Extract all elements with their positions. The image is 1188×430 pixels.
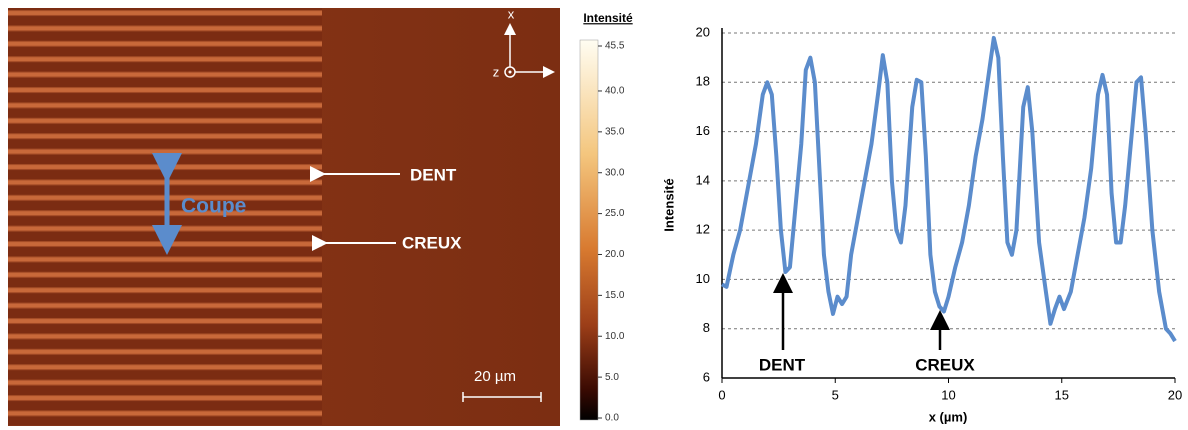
colorbar-tick-label: 40.0 — [605, 86, 625, 97]
y-tick-label: 14 — [696, 172, 710, 187]
colorbar-tick-label: 25.0 — [605, 208, 625, 219]
x-tick-label: 20 — [1168, 387, 1182, 402]
x-tick-label: 5 — [832, 387, 839, 402]
x-axis-label: x (µm) — [929, 409, 968, 424]
y-tick-label: 16 — [696, 123, 710, 138]
annotation: DENT — [410, 165, 457, 184]
colorbar-tick-label: 10.0 — [605, 331, 625, 342]
scale-bar-label: 20 µm — [474, 368, 516, 385]
colorbar-tick-label: 45.5 — [605, 41, 625, 52]
colorbar-tick-label: 35.0 — [605, 126, 625, 137]
scale-bar — [462, 392, 542, 402]
microscopy-image: DENT CREUX Coupe 20 µm x y z — [8, 6, 570, 426]
axis-icon-label: y — [563, 66, 570, 81]
annotation: DENT — [759, 355, 806, 374]
annotation: CREUX — [402, 233, 462, 252]
y-axis-label: Intensité — [661, 178, 676, 231]
y-tick-label: 18 — [696, 74, 710, 89]
colorbar-tick-label: 20.0 — [605, 249, 625, 260]
colorbar: Intensité — [579, 11, 633, 421]
y-tick-label: 10 — [696, 271, 710, 286]
colorbar-tick-label: 0.0 — [605, 413, 619, 424]
y-tick-label: 20 — [696, 24, 710, 39]
annotation: CREUX — [915, 355, 975, 374]
y-tick-label: 12 — [696, 222, 710, 237]
annotation: Coupe — [181, 195, 246, 218]
colorbar-scale — [579, 39, 599, 421]
colorbar-tick-label: 15.0 — [605, 290, 625, 301]
y-tick-label: 8 — [703, 320, 710, 335]
axis-icon-label: x — [508, 6, 515, 21]
axis-icon-label: z — [493, 64, 500, 79]
x-tick-label: 15 — [1055, 387, 1069, 402]
x-tick-label: 0 — [718, 387, 725, 402]
colorbar-tick-label: 5.0 — [605, 372, 619, 383]
colorbar-title: Intensité — [583, 11, 633, 25]
axis-icon — [508, 70, 512, 74]
data-line — [721, 35, 1177, 343]
x-tick-label: 10 — [941, 387, 955, 402]
colorbar-tick-label: 30.0 — [605, 167, 625, 178]
y-tick-label: 6 — [703, 369, 710, 384]
